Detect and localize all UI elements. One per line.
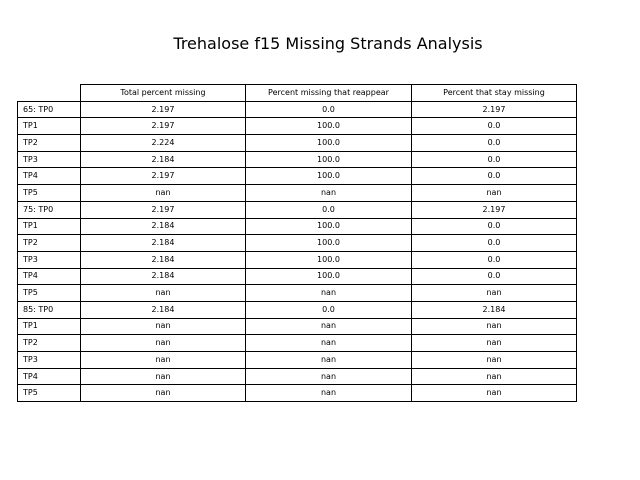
row-header: TP1 — [17, 217, 81, 236]
table-cell: nan — [80, 351, 246, 369]
table-cell: 2.184 — [80, 150, 246, 169]
header-row: Total percent missing Percent missing th… — [18, 84, 577, 102]
table-cell: nan — [245, 184, 412, 202]
table-cell: 2.197 — [80, 117, 246, 136]
table-row: 75: TP0 2.197 0.0 2.197 — [17, 200, 577, 219]
table-cell: nan — [245, 334, 412, 352]
table-cell: nan — [245, 367, 412, 386]
row-header: TP3 — [17, 351, 81, 369]
table-cell: nan — [80, 317, 246, 336]
table-cell: nan — [245, 384, 412, 403]
table-cell: nan — [80, 367, 246, 386]
table-row: TP5 nan nan nan — [17, 184, 577, 202]
table-cell: 2.197 — [411, 200, 577, 219]
table-cell: 0.0 — [245, 200, 412, 219]
table-row: TP4 2.197 100.0 0.0 — [17, 167, 577, 186]
table-cell: 2.197 — [411, 100, 577, 119]
row-header: TP5 — [17, 384, 81, 403]
table-cell: 2.184 — [411, 300, 577, 319]
table-cell: 2.184 — [80, 217, 246, 236]
chart-title: Trehalose f15 Missing Strands Analysis — [173, 34, 483, 53]
table-cell: 100.0 — [245, 117, 412, 136]
table-row: TP2 2.184 100.0 0.0 — [17, 234, 577, 252]
table-cell: nan — [411, 351, 577, 369]
table-cell: 2.197 — [80, 167, 246, 186]
table-cell: 0.0 — [411, 267, 577, 286]
table-row: 65: TP0 2.197 0.0 2.197 — [17, 100, 577, 119]
row-header: TP5 — [17, 284, 81, 302]
table-cell: 0.0 — [411, 167, 577, 186]
table-row: TP2 nan nan nan — [17, 334, 577, 352]
table-cell: 2.184 — [80, 234, 246, 252]
table-cell: nan — [80, 334, 246, 352]
table-cell: 2.197 — [80, 200, 246, 219]
row-header: TP3 — [17, 250, 81, 269]
row-header: TP4 — [17, 367, 81, 386]
table-container: Total percent missing Percent missing th… — [17, 84, 577, 403]
row-header: TP5 — [17, 184, 81, 202]
table-cell: 100.0 — [245, 267, 412, 286]
table-cell: 0.0 — [411, 217, 577, 236]
table-cell: 100.0 — [245, 217, 412, 236]
table-cell: 2.197 — [80, 100, 246, 119]
row-header: TP2 — [17, 334, 81, 352]
table-cell: nan — [80, 384, 246, 403]
table-row: TP5 nan nan nan — [17, 284, 577, 302]
column-header-percent-that-stay-missing: Percent that stay missing — [411, 84, 577, 102]
table-cell: 2.184 — [80, 250, 246, 269]
row-header: 65: TP0 — [17, 100, 81, 119]
row-header: 75: TP0 — [17, 200, 81, 219]
table-row: TP1 nan nan nan — [17, 317, 577, 336]
table-cell: nan — [411, 384, 577, 403]
table-cell: nan — [411, 284, 577, 302]
table-cell: nan — [411, 317, 577, 336]
table-cell: 0.0 — [411, 150, 577, 169]
table-body: 65: TP0 2.197 0.0 2.197 TP1 2.197 100.0 0.0 TP2 2… — [17, 100, 577, 403]
table-row: TP4 2.184 100.0 0.0 — [17, 267, 577, 286]
row-header: 85: TP0 — [17, 300, 81, 319]
table-cell: 0.0 — [411, 234, 577, 252]
table-cell: nan — [411, 184, 577, 202]
table-cell: 100.0 — [245, 150, 412, 169]
row-header: TP2 — [17, 134, 81, 152]
table-cell: 100.0 — [245, 250, 412, 269]
table-cell: 100.0 — [245, 234, 412, 252]
table-row: 85: TP0 2.184 0.0 2.184 — [17, 300, 577, 319]
table-cell: 0.0 — [411, 117, 577, 136]
row-header: TP2 — [17, 234, 81, 252]
table-cell: 100.0 — [245, 167, 412, 186]
table-cell: nan — [80, 284, 246, 302]
table-row: TP5 nan nan nan — [17, 384, 577, 403]
table-row: TP1 2.184 100.0 0.0 — [17, 217, 577, 236]
row-header: TP3 — [17, 150, 81, 169]
column-header-percent-missing-that-reappear: Percent missing that reappear — [245, 84, 412, 102]
table-cell: 0.0 — [245, 300, 412, 319]
row-header: TP4 — [17, 167, 81, 186]
table-row: TP3 nan nan nan — [17, 351, 577, 369]
table-row: TP2 2.224 100.0 0.0 — [17, 134, 577, 152]
table-cell: nan — [411, 334, 577, 352]
row-header: TP4 — [17, 267, 81, 286]
table-cell: 0.0 — [245, 100, 412, 119]
table-cell: nan — [245, 317, 412, 336]
table-cell: 0.0 — [411, 134, 577, 152]
table-cell: 0.0 — [411, 250, 577, 269]
table-cell: nan — [80, 184, 246, 202]
table-cell: 2.224 — [80, 134, 246, 152]
table-cell: nan — [245, 351, 412, 369]
table-cell: nan — [411, 367, 577, 386]
column-header-total-percent-missing: Total percent missing — [80, 84, 246, 102]
data-table: Total percent missing Percent missing th… — [17, 84, 577, 403]
table-row: TP1 2.197 100.0 0.0 — [17, 117, 577, 136]
row-header: TP1 — [17, 117, 81, 136]
table-cell: nan — [245, 284, 412, 302]
corner-cell — [18, 85, 81, 102]
table-row: TP3 2.184 100.0 0.0 — [17, 150, 577, 169]
table-cell: 100.0 — [245, 134, 412, 152]
table-cell: 2.184 — [80, 267, 246, 286]
row-header: TP1 — [17, 317, 81, 336]
table-cell: 2.184 — [80, 300, 246, 319]
table-row: TP4 nan nan nan — [17, 367, 577, 386]
table-row: TP3 2.184 100.0 0.0 — [17, 250, 577, 269]
